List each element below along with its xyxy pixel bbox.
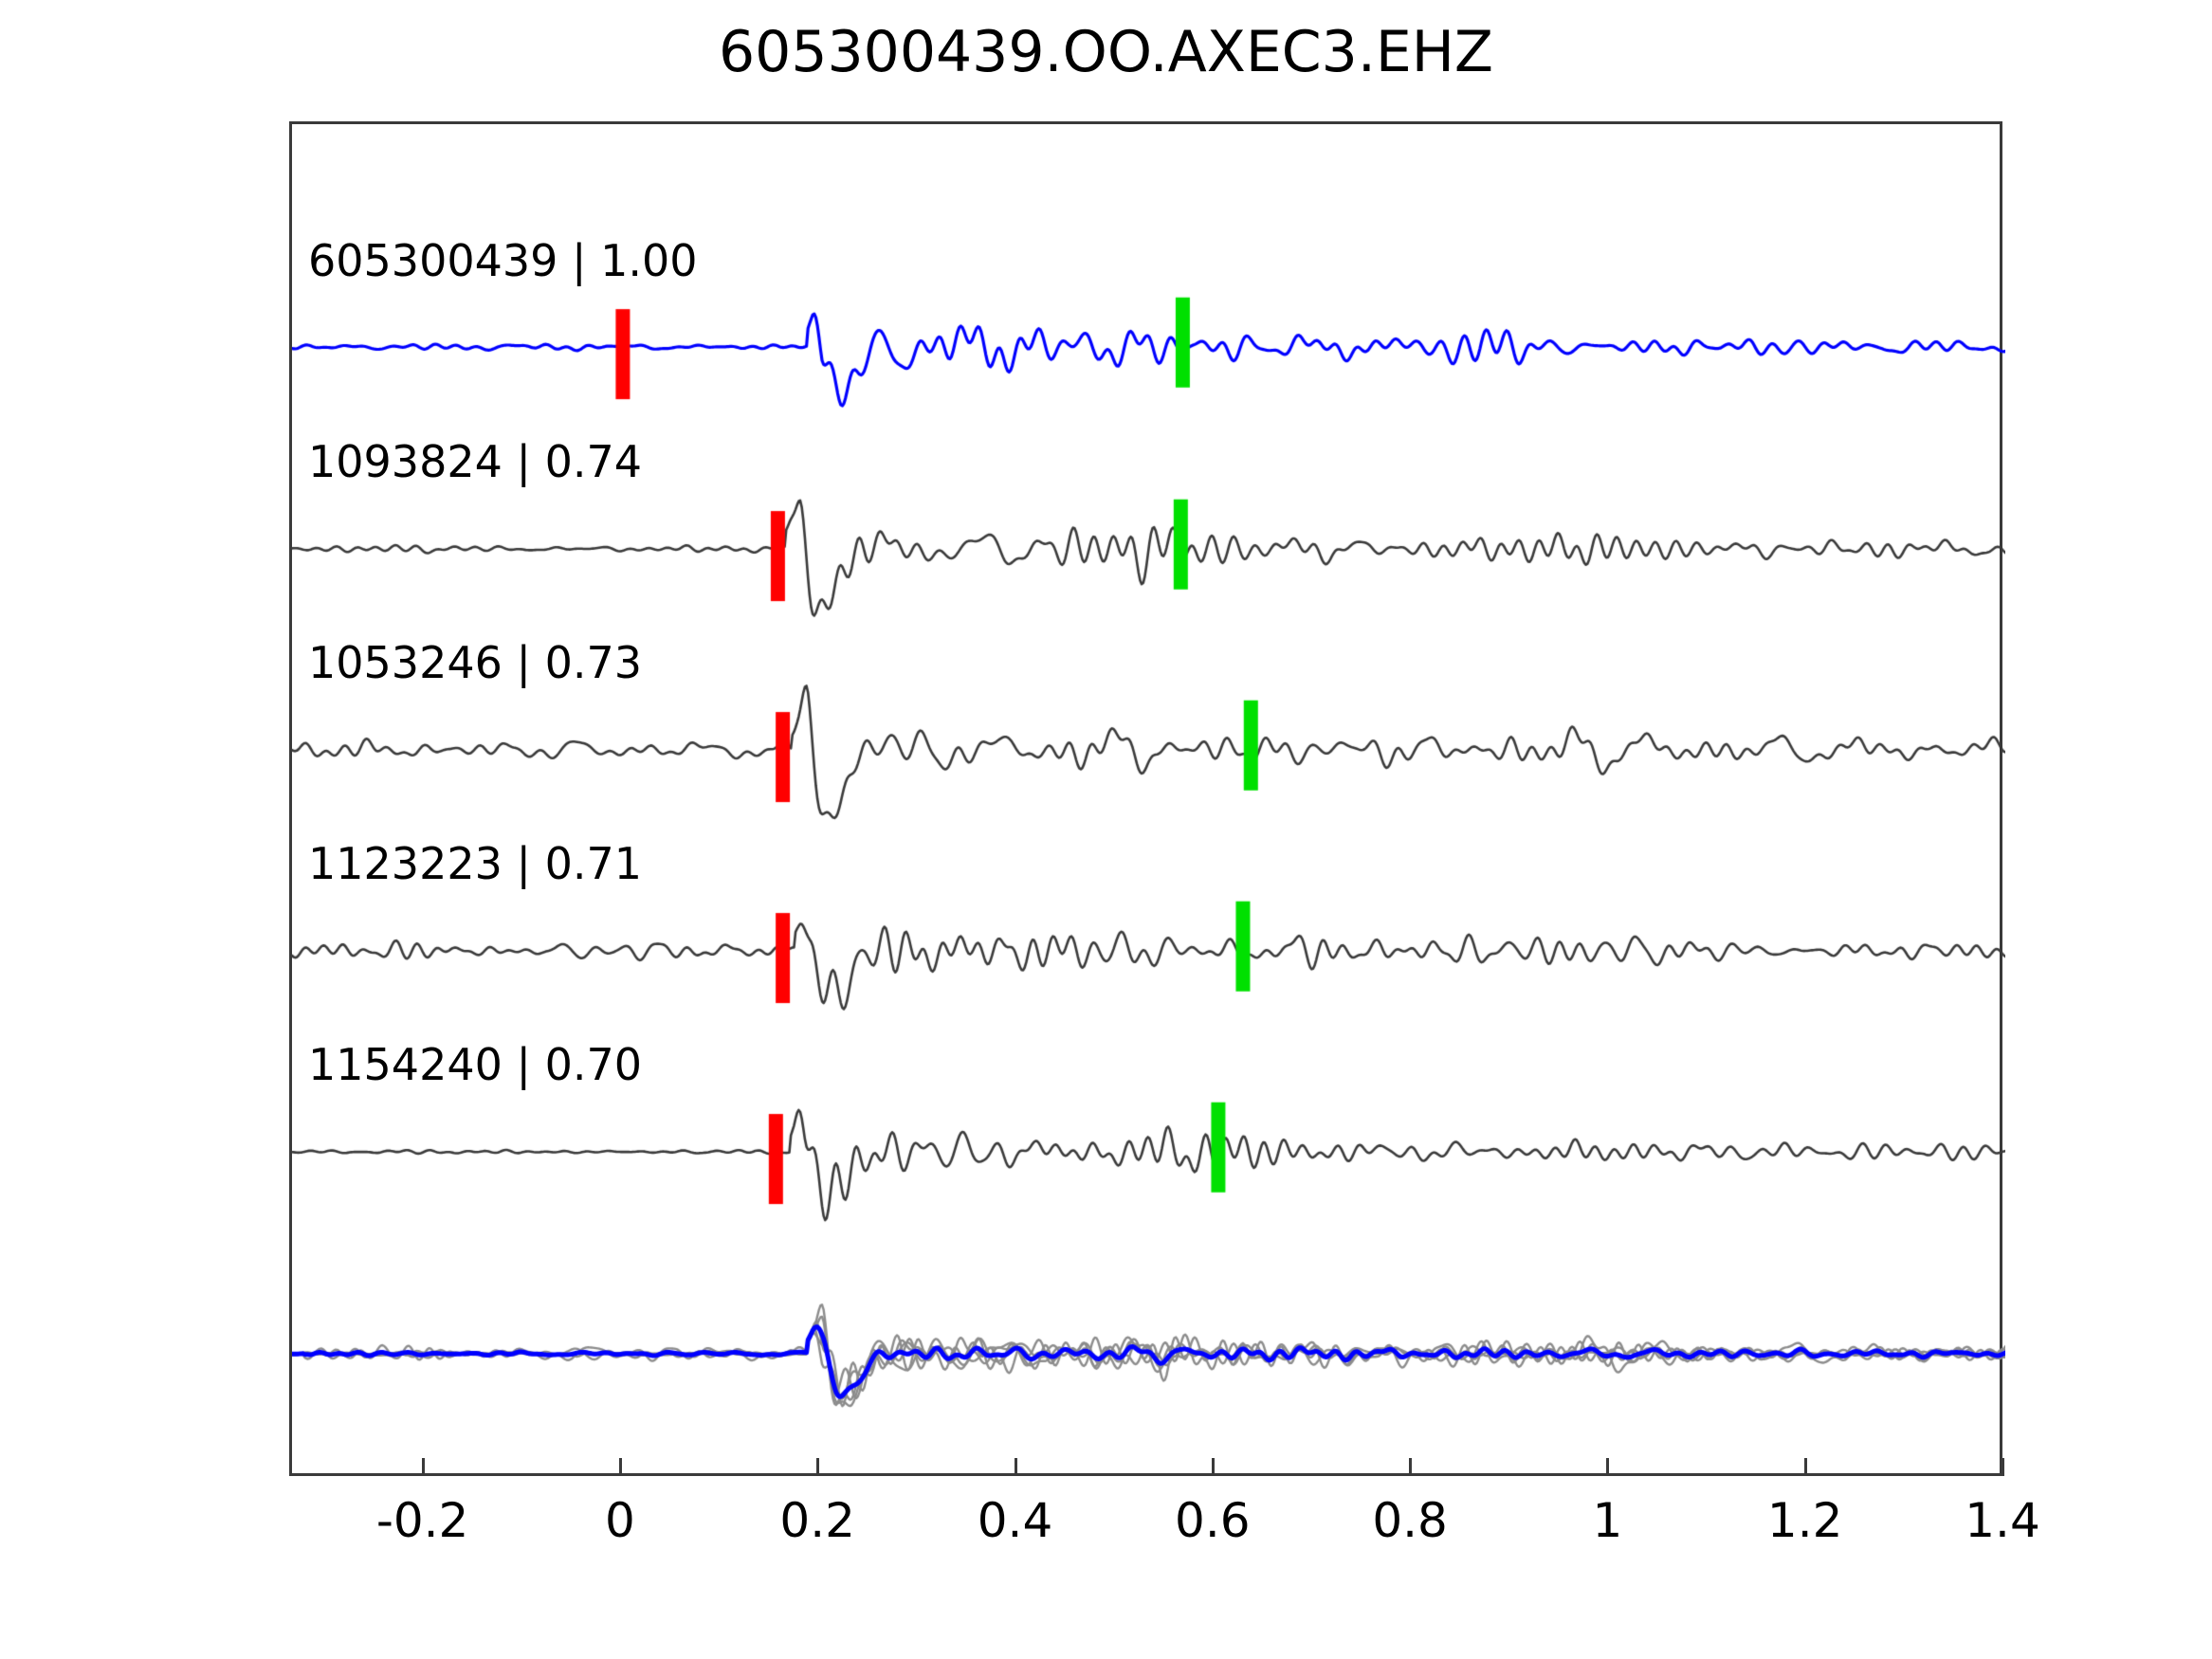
x-tick-mark xyxy=(1014,1458,1017,1476)
x-tick-mark xyxy=(816,1458,820,1476)
trace-label-1053246: 1053246 | 0.73 xyxy=(308,637,643,688)
x-tick-label: 1.4 xyxy=(1965,1493,2040,1548)
x-tick-mark xyxy=(1803,1458,1807,1476)
x-tick-label: 0.2 xyxy=(779,1493,855,1548)
x-tick-label: 0.6 xyxy=(1175,1493,1251,1548)
x-tick-label: 0.4 xyxy=(977,1493,1053,1548)
page-title: 605300439.OO.AXEC3.EHZ xyxy=(718,19,1494,85)
trace-label-1123223: 1123223 | 0.71 xyxy=(308,838,643,889)
x-tick-label: 1 xyxy=(1592,1493,1623,1548)
trace-label-1154240: 1154240 | 0.70 xyxy=(308,1039,643,1090)
plot-axes-frame xyxy=(289,121,2005,1479)
x-tick-mark xyxy=(421,1458,425,1476)
x-tick-label: 1.2 xyxy=(1766,1493,1843,1548)
x-tick-label: 0 xyxy=(604,1493,635,1548)
x-tick-label: 0.8 xyxy=(1372,1493,1448,1548)
x-tick-mark xyxy=(1211,1458,1215,1476)
x-tick-mark xyxy=(1409,1458,1413,1476)
trace-label-1093824: 1093824 | 0.74 xyxy=(308,436,643,487)
trace-label-605300439: 605300439 | 1.00 xyxy=(308,235,698,286)
waveform-canvas xyxy=(292,124,2005,1479)
x-tick-mark xyxy=(2002,1458,2004,1476)
x-tick-mark xyxy=(1606,1458,1610,1476)
x-tick-mark xyxy=(618,1458,622,1476)
x-tick-label: -0.2 xyxy=(375,1493,469,1548)
